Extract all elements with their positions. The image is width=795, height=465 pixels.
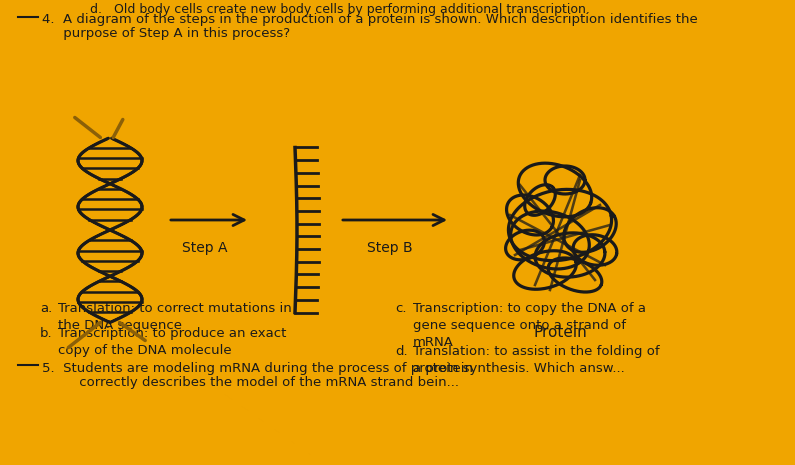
Text: 4.  A diagram of the steps in the production of a protein is shown. Which descri: 4. A diagram of the steps in the product… <box>42 13 698 26</box>
Text: Step A: Step A <box>182 241 227 255</box>
Text: b.: b. <box>40 327 52 340</box>
Text: Translation: to correct mutations in
the DNA sequence: Translation: to correct mutations in the… <box>58 302 292 332</box>
Text: Transcription: to produce an exact
copy of the DNA molecule: Transcription: to produce an exact copy … <box>58 327 286 357</box>
Text: purpose of Step A in this process?: purpose of Step A in this process? <box>42 27 290 40</box>
Text: 5.  Students are modeling mRNA during the process of protein synthesis. Which an: 5. Students are modeling mRNA during the… <box>42 362 625 375</box>
Text: a.: a. <box>40 302 52 315</box>
Text: Protein: Protein <box>533 325 587 340</box>
Text: correctly describes the model of the mRNA strand bein...: correctly describes the model of the mRN… <box>58 376 459 389</box>
Text: d.: d. <box>395 345 408 358</box>
Text: Step B: Step B <box>367 241 413 255</box>
Text: Transcription: to copy the DNA of a
gene sequence onto a strand of
mRNA: Transcription: to copy the DNA of a gene… <box>413 302 646 349</box>
Text: Translation: to assist in the folding of
a protein: Translation: to assist in the folding of… <box>413 345 660 375</box>
Text: c.: c. <box>395 302 406 315</box>
Text: d.   Old body cells create new body cells by performing additional transcription: d. Old body cells create new body cells … <box>90 3 590 16</box>
